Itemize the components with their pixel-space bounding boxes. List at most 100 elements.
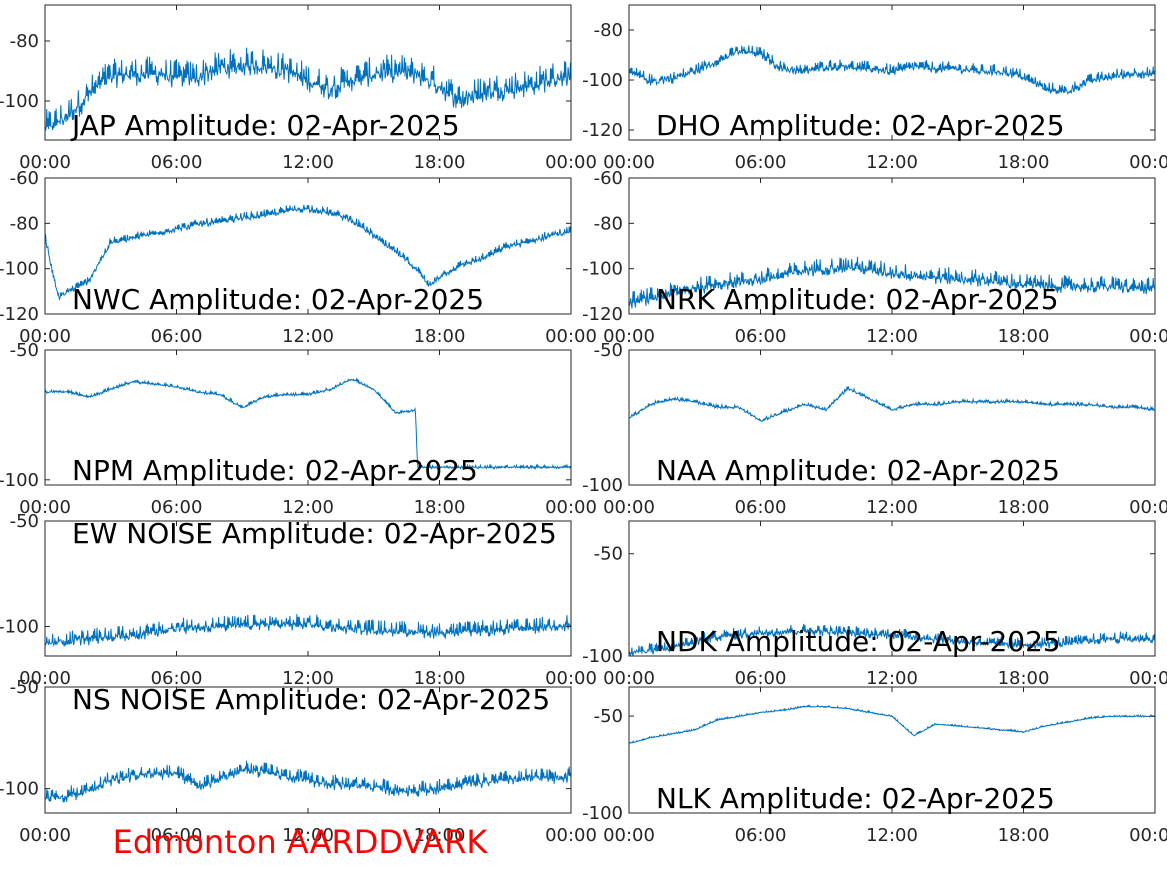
y-tick-label: -50 — [594, 544, 623, 565]
x-tick-label: 00:00 — [1129, 825, 1167, 846]
series-line — [45, 47, 571, 131]
footer-label: Edmonton AARDDVARK — [113, 823, 489, 861]
y-tick-label: -50 — [594, 340, 623, 361]
x-tick-label: 00:00 — [19, 825, 71, 846]
x-tick-label: 12:00 — [866, 326, 918, 347]
x-tick-label: 18:00 — [998, 152, 1050, 173]
y-tick-label: -50 — [10, 340, 39, 361]
panel-title: NS NOISE Amplitude: 02-Apr-2025 — [72, 683, 550, 716]
x-tick-label: 06:00 — [735, 497, 787, 518]
x-tick-label: 00:00 — [545, 326, 597, 347]
x-tick-label: 18:00 — [414, 497, 466, 518]
series-line — [45, 377, 571, 470]
y-tick-label: -80 — [10, 31, 39, 52]
panel-8: 00:00 06:00 12:00 18:00 00:00 -50 -100 NDK Ampl… — [582, 520, 1167, 689]
x-tick-label: 06:00 — [151, 152, 203, 173]
x-tick-label: 18:00 — [998, 825, 1050, 846]
x-tick-label: 12:00 — [282, 326, 334, 347]
x-tick-label: 12:00 — [282, 668, 334, 689]
x-tick-label: 00:00 — [19, 326, 71, 347]
series-line — [629, 45, 1155, 95]
panel-1: 00:00 06:00 12:00 18:00 00:00 -80 -100 JAP Ampl… — [0, 4, 597, 173]
x-tick-label: 12:00 — [866, 668, 918, 689]
y-tick-label: -50 — [594, 706, 623, 727]
x-tick-label: 00:00 — [603, 152, 655, 173]
panel-title: DHO Amplitude: 02-Apr-2025 — [656, 109, 1065, 142]
x-tick-label: 06:00 — [151, 825, 203, 846]
x-tick-label: 06:00 — [151, 497, 203, 518]
x-tick-label: 06:00 — [151, 668, 203, 689]
x-tick-label: 00:00 — [19, 668, 71, 689]
series-line — [629, 623, 1155, 656]
y-tick-label: -50 — [10, 677, 39, 698]
x-tick-label: 00:00 — [545, 497, 597, 518]
x-tick-label: 00:00 — [19, 152, 71, 173]
panel-title: NAA Amplitude: 02-Apr-2025 — [656, 454, 1060, 487]
panel-title: NLK Amplitude: 02-Apr-2025 — [656, 782, 1055, 815]
x-tick-label: 00:00 — [1129, 326, 1167, 347]
y-tick-label: -80 — [594, 20, 623, 41]
panel-3: 00:00 06:00 12:00 18:00 00:00 -60 -80 -100 -120 N… — [0, 168, 597, 347]
y-tick-label: -100 — [582, 803, 623, 824]
x-tick-label: 00:00 — [1129, 668, 1167, 689]
y-tick-label: -120 — [582, 120, 623, 141]
x-tick-label: 00:00 — [603, 497, 655, 518]
series-line — [45, 760, 571, 803]
y-tick-label: -80 — [10, 213, 39, 234]
x-tick-label: 00:00 — [603, 668, 655, 689]
x-tick-label: 12:00 — [282, 152, 334, 173]
x-tick-label: 06:00 — [735, 825, 787, 846]
y-tick-label: -120 — [0, 304, 39, 325]
y-tick-label: -100 — [582, 70, 623, 91]
series-line — [629, 385, 1155, 422]
panel-title: EW NOISE Amplitude: 02-Apr-2025 — [72, 517, 557, 550]
y-tick-label: -100 — [0, 779, 39, 800]
panel-title: JAP Amplitude: 02-Apr-2025 — [70, 109, 460, 142]
y-tick-label: -100 — [582, 259, 623, 280]
series-line — [45, 614, 571, 647]
x-tick-label: 12:00 — [282, 825, 334, 846]
x-tick-label: 00:00 — [603, 825, 655, 846]
x-tick-label: 18:00 — [414, 326, 466, 347]
y-tick-label: -100 — [0, 259, 39, 280]
x-tick-label: 00:00 — [1129, 497, 1167, 518]
y-tick-label: -80 — [594, 213, 623, 234]
panel-2: 00:00 06:00 12:00 18:00 00:00 -80 -100 -120 DHO … — [582, 4, 1167, 173]
x-tick-label: 18:00 — [414, 825, 466, 846]
y-tick-label: -100 — [582, 475, 623, 496]
x-tick-label: 06:00 — [735, 152, 787, 173]
series-line — [629, 256, 1155, 309]
x-tick-label: 18:00 — [414, 152, 466, 173]
panel-5: 00:00 06:00 12:00 18:00 00:00 -50 -100 NPM Ampl… — [0, 340, 597, 518]
y-tick-label: -120 — [582, 304, 623, 325]
x-tick-label: 00:00 — [545, 152, 597, 173]
x-tick-label: 18:00 — [998, 326, 1050, 347]
x-tick-label: 06:00 — [735, 668, 787, 689]
y-tick-label: -100 — [0, 616, 39, 637]
x-tick-label: 18:00 — [998, 668, 1050, 689]
x-tick-label: 12:00 — [866, 152, 918, 173]
x-tick-label: 12:00 — [282, 497, 334, 518]
panel-7: 00:00 06:00 12:00 18:00 00:00 -50 -100 EW NOISE… — [0, 511, 597, 689]
x-tick-label: 00:00 — [545, 825, 597, 846]
x-tick-label: 12:00 — [866, 497, 918, 518]
series-line — [629, 704, 1155, 744]
series-line — [45, 204, 571, 302]
y-tick-label: -60 — [594, 168, 623, 189]
panel-6: 00:00 06:00 12:00 18:00 00:00 -50 -100 NAA Ampl… — [582, 340, 1167, 518]
panel-title: NPM Amplitude: 02-Apr-2025 — [72, 454, 478, 487]
y-tick-label: -100 — [0, 470, 39, 491]
x-tick-label: 00:00 — [1129, 152, 1167, 173]
x-tick-label: 00:00 — [545, 668, 597, 689]
x-tick-label: 18:00 — [998, 497, 1050, 518]
x-tick-label: 00:00 — [603, 326, 655, 347]
panel-9: 00:00 06:00 12:00 18:00 00:00 -50 -100 NS NOISE… — [0, 677, 597, 846]
x-tick-label: 18:00 — [414, 668, 466, 689]
panel-title: NDK Amplitude: 02-Apr-2025 — [656, 625, 1061, 658]
x-tick-label: 12:00 — [866, 825, 918, 846]
panel-title: NWC Amplitude: 02-Apr-2025 — [72, 283, 484, 316]
y-tick-label: -100 — [0, 91, 39, 112]
y-tick-label: -100 — [582, 646, 623, 667]
x-tick-label: 06:00 — [735, 326, 787, 347]
